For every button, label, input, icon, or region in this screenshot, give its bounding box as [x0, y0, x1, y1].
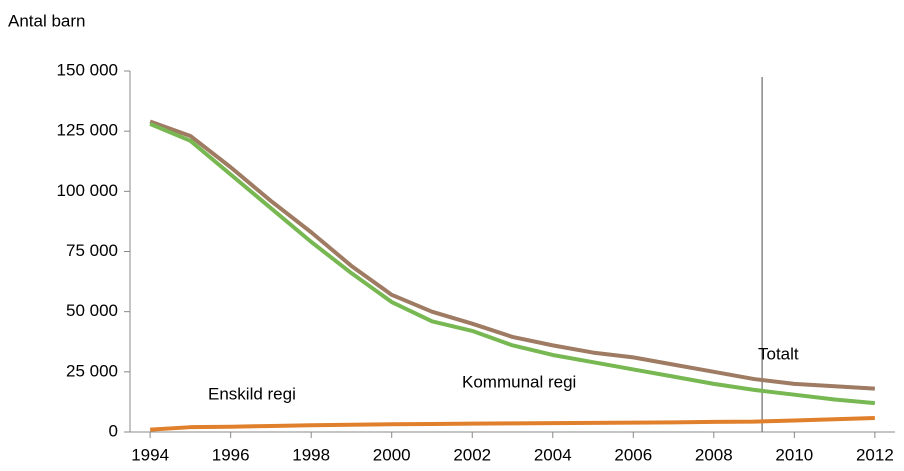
- x-tick-label: 2008: [695, 445, 733, 464]
- y-tick-label: 125 000: [57, 121, 118, 140]
- series-line: [150, 416, 875, 432]
- series-line: [149, 122, 876, 406]
- x-tick-label: 1994: [131, 445, 169, 464]
- y-tick-label: 75 000: [66, 241, 118, 260]
- y-tick-label: 50 000: [66, 301, 118, 320]
- y-tick-label: 25 000: [66, 361, 118, 380]
- y-axis-label: Antal barn: [8, 11, 86, 30]
- series-label: Kommunal regi: [462, 372, 576, 391]
- series-label: Enskild regi: [208, 384, 296, 403]
- series-label: Totalt: [758, 344, 799, 363]
- x-tick-label: 2002: [453, 445, 491, 464]
- x-tick-label: 1996: [212, 445, 250, 464]
- y-tick-label: 100 000: [57, 181, 118, 200]
- series-line: [149, 119, 875, 391]
- x-tick-label: 2006: [614, 445, 652, 464]
- x-tick-label: 2004: [534, 445, 572, 464]
- x-tick-label: 2000: [373, 445, 411, 464]
- x-tick-label: 1998: [292, 445, 330, 464]
- x-tick-label: 2010: [775, 445, 813, 464]
- x-tick-label: 2012: [856, 445, 894, 464]
- y-tick-label: 0: [109, 421, 118, 440]
- y-tick-label: 150 000: [57, 60, 118, 79]
